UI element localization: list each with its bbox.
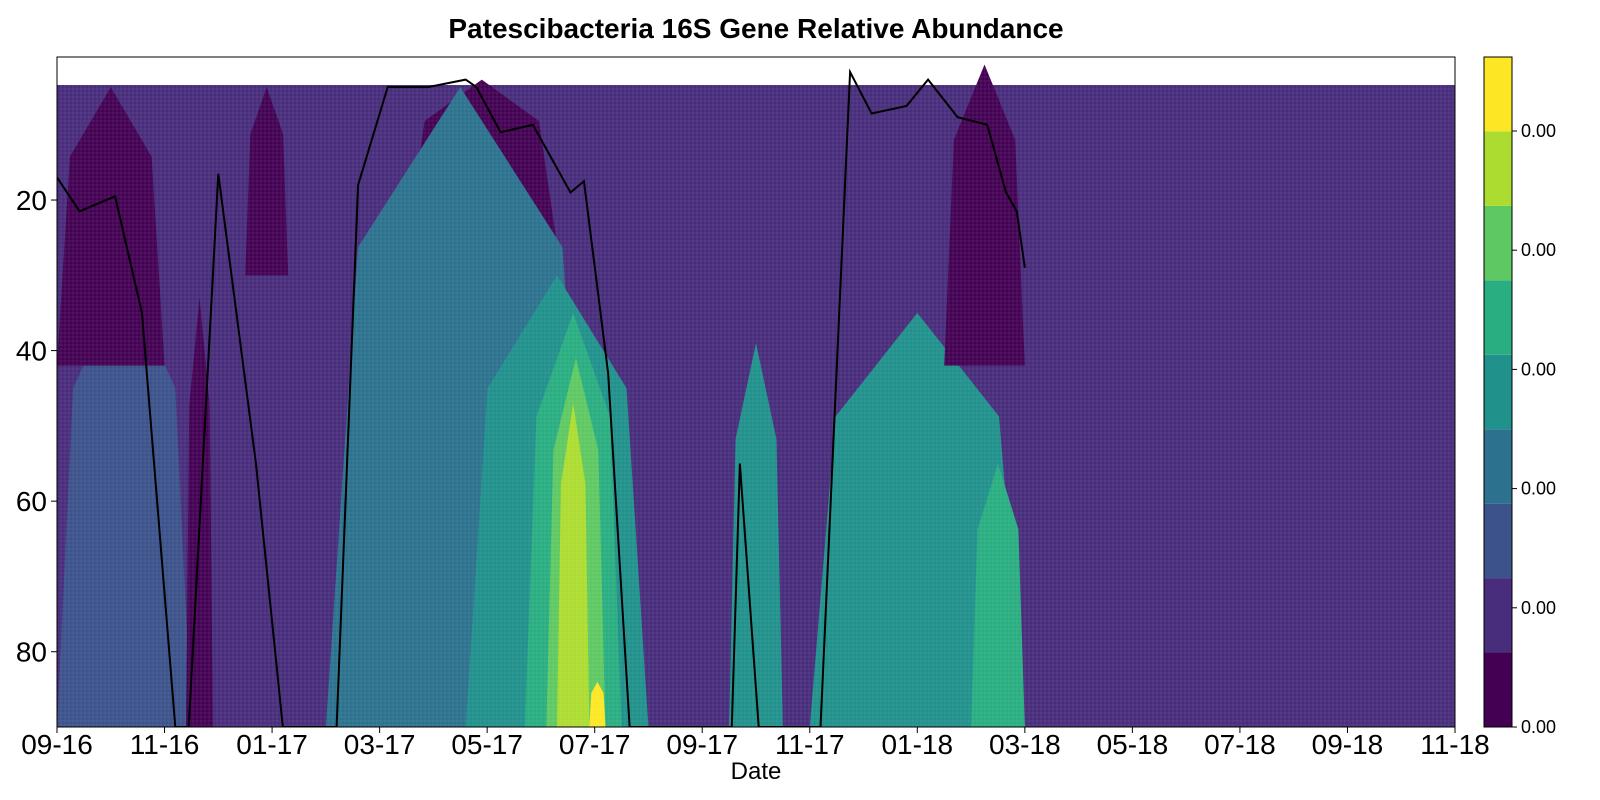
contour-region: [729, 343, 783, 727]
x-tick-label: 09-17: [666, 729, 738, 760]
contour-region: [809, 312, 1025, 727]
y-tick-label: 80: [16, 637, 47, 668]
x-tick-label: 01-18: [881, 729, 953, 760]
colorbar-segment: [1484, 578, 1512, 653]
x-tick-label: 03-17: [344, 729, 416, 760]
colorbar-segment: [1484, 354, 1512, 430]
colorbar-tick-label: 0.00: [1521, 121, 1556, 141]
chart-title: Patescibacteria 16S Gene Relative Abunda…: [448, 13, 1063, 44]
colorbar-segment: [1484, 429, 1512, 504]
colorbar-segment: [1484, 503, 1512, 579]
x-tick-label: 03-18: [989, 729, 1061, 760]
plot-area: [57, 57, 1455, 727]
x-tick-label: 11-18: [1420, 729, 1490, 760]
colorbar-segment: [1484, 205, 1512, 281]
y-tick-label: 60: [16, 486, 47, 517]
colorbar-tick-label: 0.00: [1521, 359, 1556, 379]
x-axis: 09-16 11-16 01-17 03-17 05-17 07-17 09-17 11-17…: [21, 727, 1490, 760]
contour-region: [557, 403, 590, 727]
no-data-band: [417, 57, 1455, 77]
x-tick-label: 05-17: [451, 729, 523, 760]
colorbar-tick-label: 0.00: [1521, 479, 1556, 499]
series-lines: [57, 68, 1026, 727]
colorbar-tick-label: 0.00: [1521, 717, 1556, 737]
colorbar-segment: [1484, 652, 1512, 727]
y-axis: 20 40 60 80: [16, 185, 57, 668]
contour-region: [589, 681, 606, 727]
y-tick-label: 40: [16, 336, 47, 367]
colorbar-tick-label: 0.00: [1521, 240, 1556, 260]
colorbar-segment: [1484, 131, 1512, 206]
x-tick-label: 11-16: [130, 729, 200, 760]
x-tick-label: 11-17: [775, 729, 845, 760]
x-tick-label: 05-18: [1097, 729, 1169, 760]
x-tick-label: 07-17: [559, 729, 631, 760]
grid-texture: [57, 57, 1455, 727]
x-tick-label: 09-18: [1312, 729, 1384, 760]
colorbar-tick-label: 0.00: [1521, 598, 1556, 618]
x-tick-label: 09-16: [21, 729, 93, 760]
colorbar-segment: [1484, 280, 1512, 355]
contour-region: [971, 463, 1025, 727]
colorbar: 0.00 0.00 0.00 0.00 0.00 0.00: [1483, 56, 1556, 737]
contour-region: [944, 64, 1025, 366]
series-line: [57, 68, 1026, 727]
colorbar-segment: [1484, 57, 1512, 132]
x-tick-label: 01-17: [236, 729, 308, 760]
x-tick-label: 07-18: [1204, 729, 1276, 760]
contour-region: [57, 275, 192, 727]
plot-frame: [56, 56, 1456, 728]
y-tick-label: 20: [16, 185, 47, 216]
colorbar-frame: [1483, 56, 1513, 728]
contour-region: [245, 87, 289, 276]
x-axis-label: Date: [731, 758, 782, 785]
